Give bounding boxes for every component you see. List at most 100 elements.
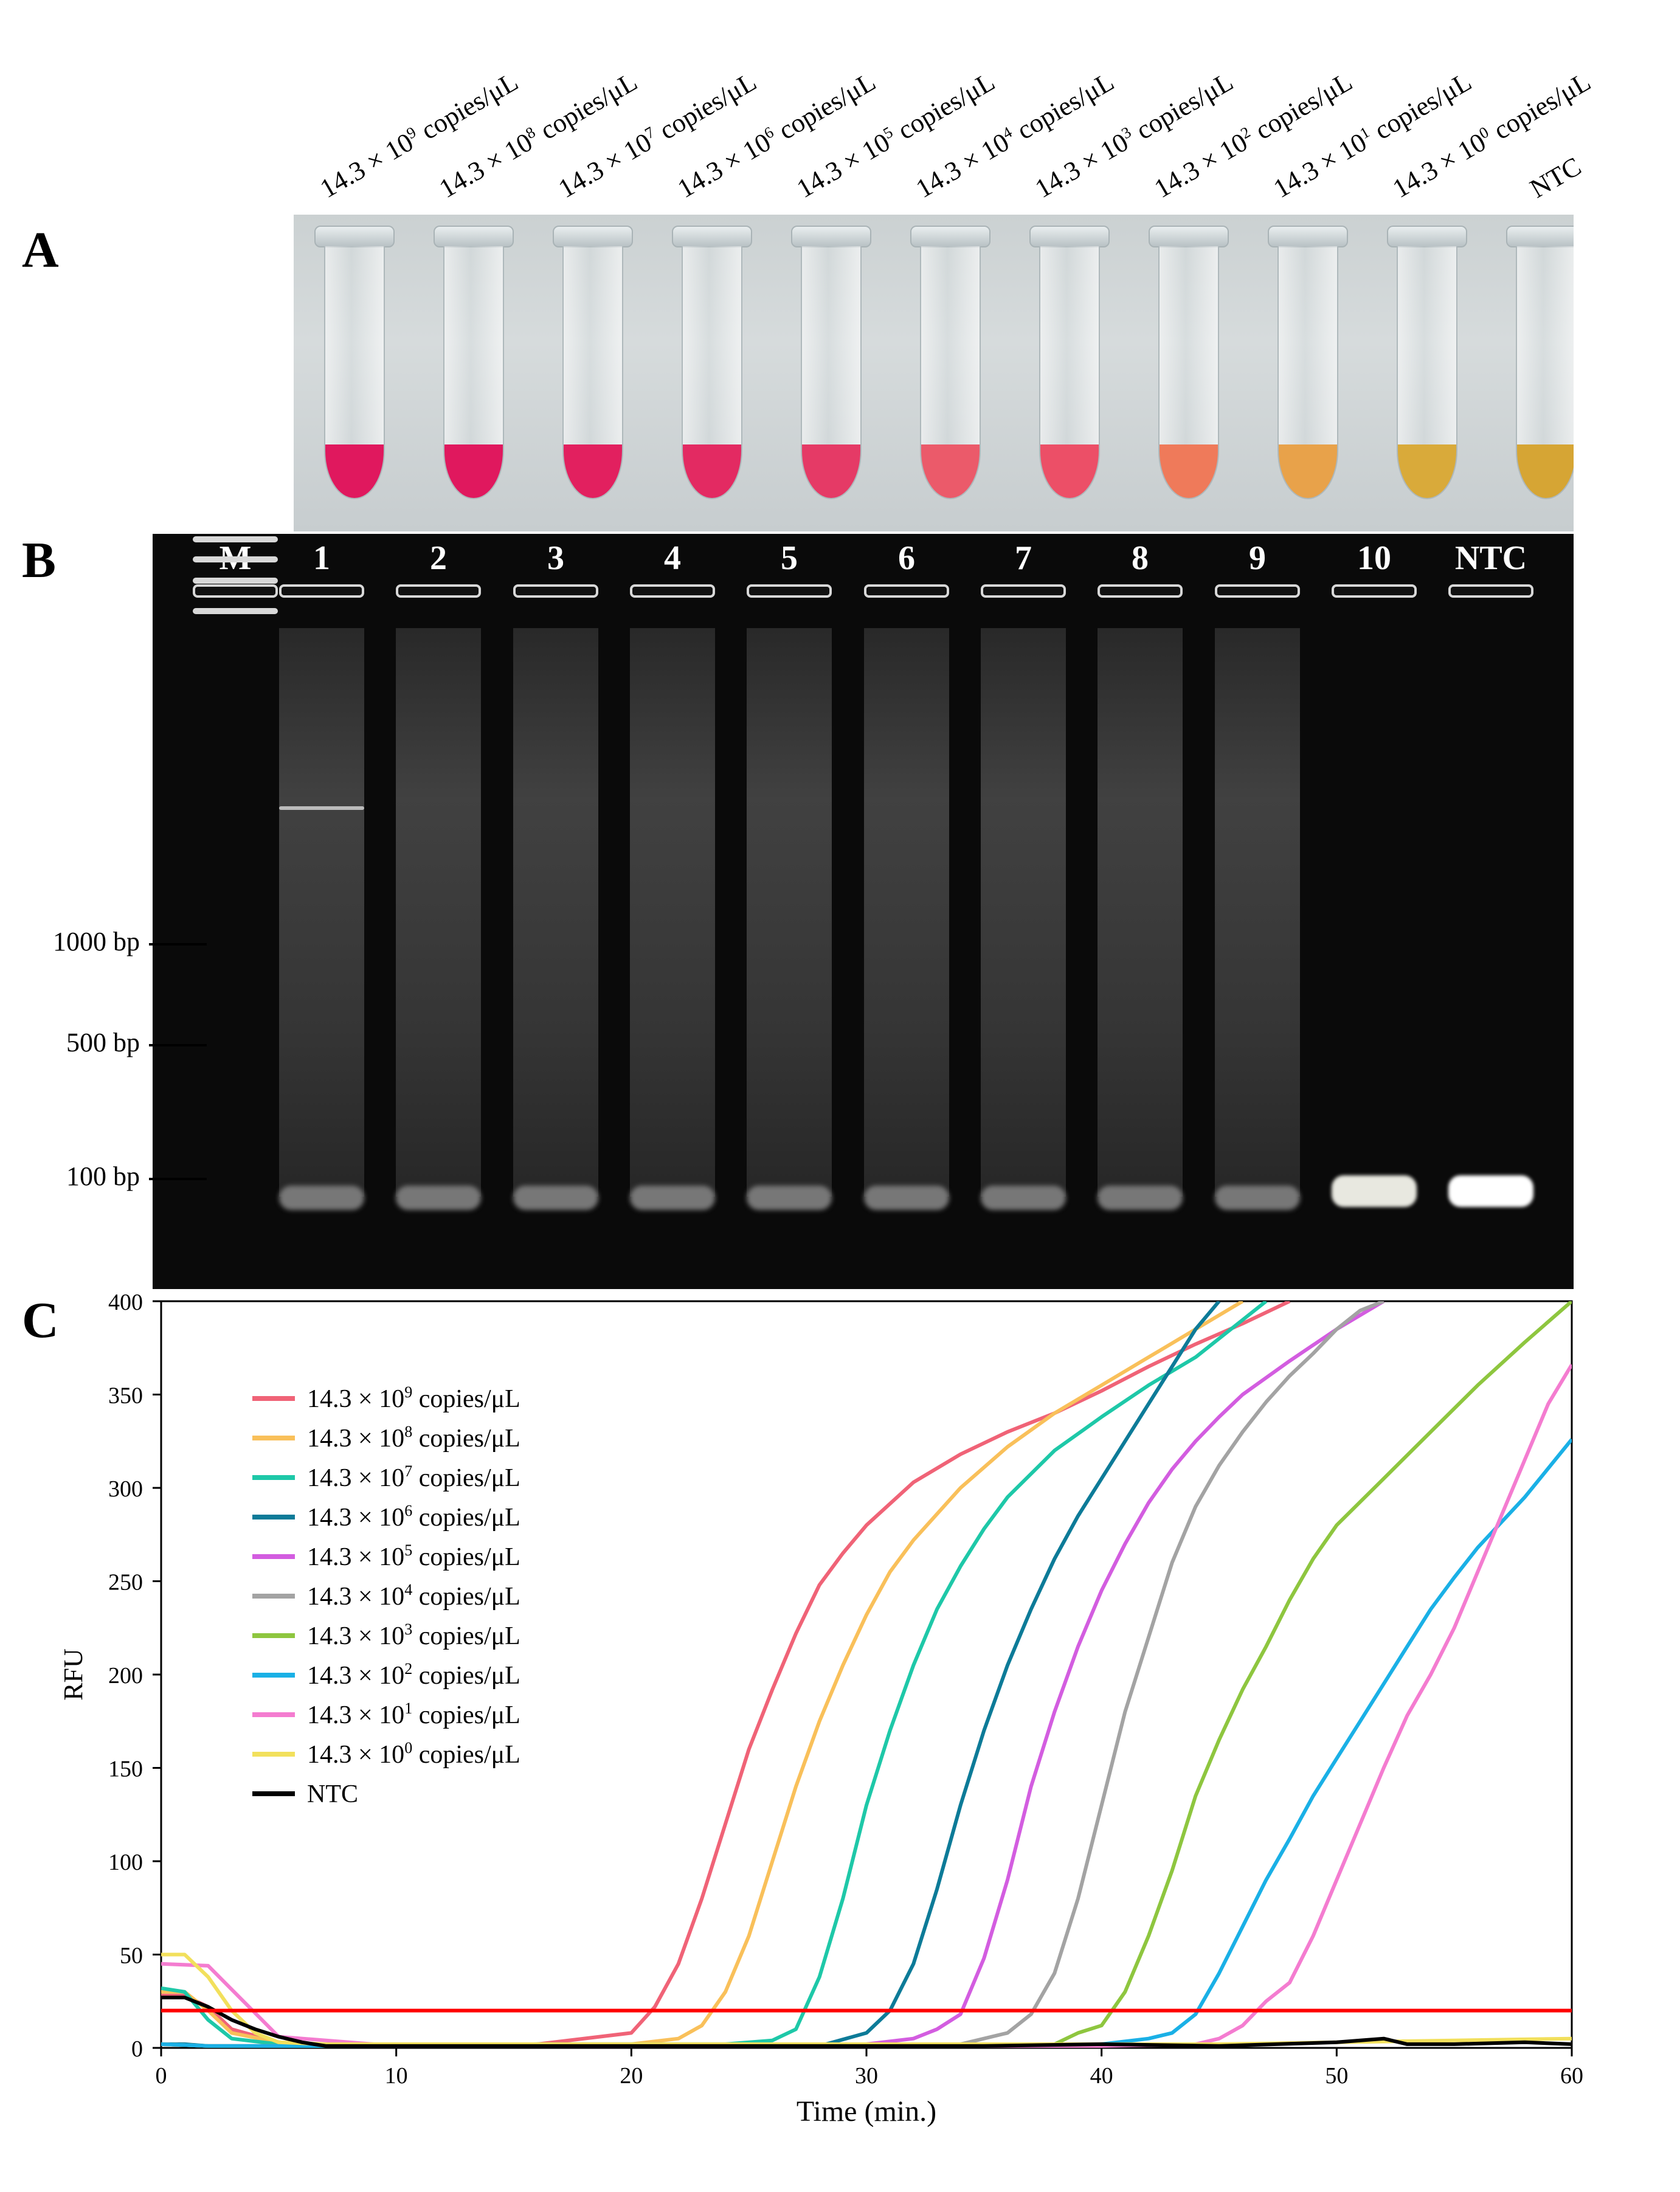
lane-label: 1	[313, 539, 330, 577]
reaction-tube	[553, 226, 633, 530]
tube-label: 14.3 × 104 copies/μL	[911, 66, 1119, 204]
tube-body	[801, 246, 862, 447]
gel-smear	[747, 628, 832, 1197]
gel-well	[1215, 584, 1300, 598]
legend-label: NTC	[307, 1780, 358, 1808]
reaction-tube	[910, 226, 990, 530]
tube-body	[1277, 246, 1338, 447]
lane-label: 7	[1015, 539, 1032, 577]
gel-well	[864, 584, 949, 598]
lane-label: 9	[1249, 539, 1266, 577]
gel-well	[630, 584, 715, 598]
tube-rim	[1268, 226, 1348, 247]
gel-low-band	[747, 1186, 832, 1210]
reaction-tube	[791, 226, 871, 530]
amplification-chart: 0 50 100 150 200 250 300 350 400 0 10 20 30 40 50 60 Tim…	[58, 1290, 1583, 2128]
legend-label: 14.3 × 100 copies/μL	[307, 1739, 520, 1769]
tube-label-base: 14.3 × 10	[1388, 126, 1491, 204]
tube-rim	[1387, 226, 1467, 247]
tube-liquid	[1516, 444, 1574, 499]
reaction-tube	[1506, 226, 1574, 530]
tube-liquid	[1039, 444, 1100, 499]
reaction-tube	[1149, 226, 1229, 530]
gel-low-band	[981, 1186, 1066, 1210]
tube-rim	[314, 226, 395, 247]
x-tick-label: 40	[1090, 2063, 1113, 2089]
gel-smear	[1215, 628, 1300, 1197]
legend-label: 14.3 × 106 copies/μL	[307, 1502, 520, 1532]
legend-label: 14.3 × 105 copies/μL	[307, 1541, 520, 1571]
tube-liquid	[1158, 444, 1219, 499]
y-tick-label: 100	[108, 1850, 143, 1875]
x-tick-label: 30	[855, 2063, 878, 2089]
gel-smear	[279, 628, 364, 1197]
tube-label: 14.3 × 108 copies/μL	[434, 66, 643, 204]
bp-marker-label: 1000 bp	[53, 927, 140, 956]
bp-marker-tick	[149, 1178, 207, 1180]
tube-label-base: 14.3 × 10	[553, 126, 657, 204]
gel-low-band	[1098, 1186, 1183, 1210]
tube-label-base: 14.3 × 10	[1030, 126, 1133, 204]
gel-low-band	[279, 1186, 364, 1210]
lane-label: 3	[547, 539, 564, 577]
lane-label: 8	[1132, 539, 1149, 577]
y-tick-label: 300	[108, 1476, 143, 1502]
legend-label: 14.3 × 101 copies/μL	[307, 1699, 520, 1729]
tube-body	[324, 246, 385, 447]
tube-rim	[910, 226, 990, 247]
tube-rim	[672, 226, 752, 247]
gel-smear	[864, 628, 949, 1197]
tube-liquid	[1397, 444, 1457, 499]
gel-smear	[396, 628, 481, 1197]
tube-label-base: NTC	[1525, 151, 1586, 204]
y-tick-label: 150	[108, 1757, 143, 1782]
gel-well	[981, 584, 1066, 598]
tube-liquid	[443, 444, 504, 499]
tube-rim	[791, 226, 871, 247]
ladder-band	[193, 608, 278, 614]
y-tick-label: 350	[108, 1383, 143, 1409]
gel-smear	[981, 628, 1066, 1197]
tube-body	[682, 246, 742, 447]
reaction-tube	[1029, 226, 1110, 530]
bp-marker-tick	[149, 1044, 207, 1046]
reaction-tube	[672, 226, 752, 530]
tube-label: 14.3 × 106 copies/μL	[672, 66, 881, 204]
gel-high-band	[279, 806, 364, 810]
tube-body	[443, 246, 504, 447]
tube-label-base: 14.3 × 10	[911, 126, 1014, 204]
gel-low-band	[396, 1186, 481, 1210]
tube-label-base: 14.3 × 10	[1149, 126, 1253, 204]
tube-body	[1158, 246, 1219, 447]
x-tick-label: 20	[620, 2063, 643, 2089]
lane-label: 10	[1357, 539, 1391, 577]
y-tick-label: 400	[108, 1290, 143, 1315]
tube-body	[1516, 246, 1574, 447]
tube-body	[1039, 246, 1100, 447]
panel-label-b: B	[22, 532, 57, 589]
legend-label: 14.3 × 104 copies/μL	[307, 1581, 520, 1611]
legend-label: 14.3 × 102 copies/μL	[307, 1660, 520, 1690]
lane-label: 2	[430, 539, 447, 577]
agarose-gel: M12345678910NTC	[153, 534, 1574, 1289]
lane-label: NTC	[1454, 539, 1527, 577]
legend-label: 14.3 × 107 copies/μL	[307, 1462, 520, 1492]
tube-liquid	[682, 444, 742, 499]
panel-label-c: C	[22, 1292, 59, 1349]
tube-label-unit: copies/μL	[1482, 66, 1596, 149]
y-tick-label: 50	[120, 1943, 143, 1969]
gel-low-band	[513, 1186, 598, 1210]
tube-rim	[1029, 226, 1110, 247]
tube-body	[920, 246, 981, 447]
gel-well	[747, 584, 832, 598]
y-tick-label: 250	[108, 1570, 143, 1596]
gel-well	[1332, 584, 1417, 598]
gel-smear	[1098, 628, 1183, 1197]
tube-rim	[553, 226, 633, 247]
y-tick-label: 0	[131, 2036, 143, 2062]
legend-label: 14.3 × 108 copies/μL	[307, 1423, 520, 1453]
gel-low-band	[630, 1186, 715, 1210]
tube-body	[562, 246, 623, 447]
gel-well	[513, 584, 598, 598]
gel-well	[396, 584, 481, 598]
